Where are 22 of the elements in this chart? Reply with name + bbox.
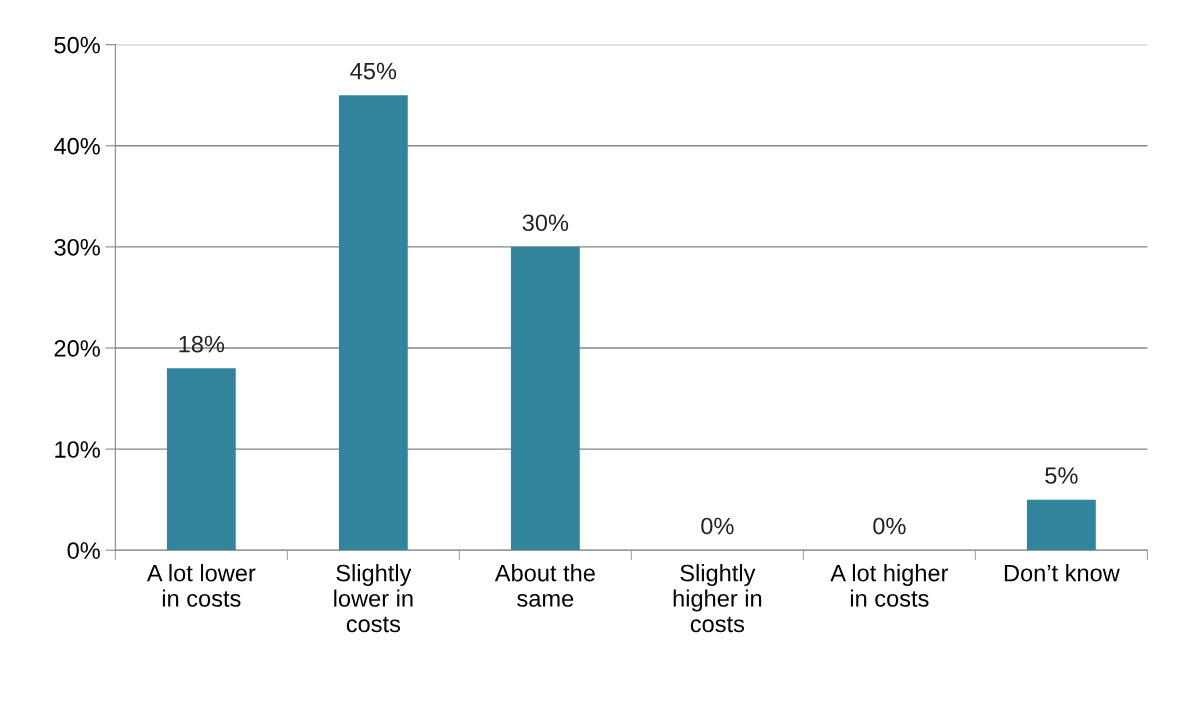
- data-label: 0%: [873, 517, 906, 535]
- x-tick-label: A lot higher in costs: [830, 564, 949, 607]
- x-tick-label: A lot lower in costs: [146, 564, 256, 607]
- data-label: 18%: [179, 335, 225, 353]
- y-tick-label: 20%: [54, 340, 100, 357]
- y-tick-label: 40%: [54, 137, 100, 155]
- y-tick-label: 0%: [67, 542, 100, 559]
- x-tick-label: About the same: [494, 564, 595, 607]
- x-tick-label: Slightly higher in costs: [673, 564, 762, 633]
- y-tick-label: 50%: [54, 36, 100, 54]
- data-label: 30%: [522, 214, 569, 232]
- data-label: 5%: [1045, 467, 1078, 484]
- y-tick-label: 10%: [55, 441, 100, 458]
- x-tick-label: Slightly lower in costs: [334, 564, 413, 633]
- bar: [1026, 499, 1096, 551]
- data-label: 0%: [701, 517, 734, 535]
- x-tick-label: Don’t know: [1004, 564, 1120, 582]
- bar: [166, 368, 236, 551]
- data-label: 45%: [350, 62, 397, 80]
- bar: [338, 95, 408, 551]
- bar: [510, 246, 580, 551]
- y-tick-label: 30%: [54, 238, 100, 256]
